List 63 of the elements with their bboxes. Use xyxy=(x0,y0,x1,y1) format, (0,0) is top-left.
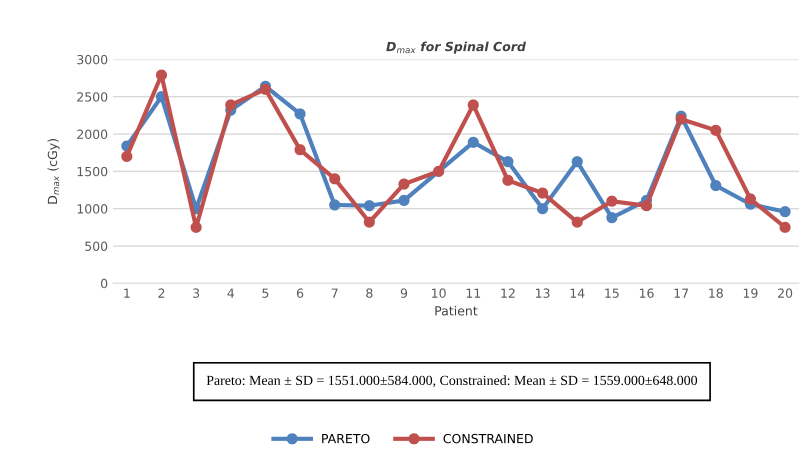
point xyxy=(780,206,791,218)
x-tick-label: 3 xyxy=(193,288,200,298)
point xyxy=(710,180,722,192)
point xyxy=(606,212,618,224)
point xyxy=(676,114,687,125)
y-tick-label: 1000 xyxy=(78,204,108,214)
x-tick-label: 9 xyxy=(400,288,408,298)
point xyxy=(744,193,756,205)
chart-title: D$_{max}$ for Spinal Cord xyxy=(386,42,526,54)
x-tick-label: 14 xyxy=(570,288,584,298)
x-tick-label: 7 xyxy=(332,288,338,298)
legend-label: PARETO xyxy=(322,434,370,444)
point xyxy=(537,187,548,199)
x-tick-label: 1 xyxy=(124,288,130,298)
point xyxy=(260,84,271,95)
x-tick-label: 6 xyxy=(296,288,304,298)
x-tick-label: 5 xyxy=(262,288,268,298)
text: Pareto: Mean ± SD = 1551.000±584.000, Constrained: Mean ± SD = 1559.000±648.000 xyxy=(206,375,698,388)
point xyxy=(329,199,340,211)
point xyxy=(502,174,514,186)
point xyxy=(225,99,236,110)
x-tick-label: 16 xyxy=(640,288,654,298)
point xyxy=(329,173,340,184)
point xyxy=(572,216,583,228)
point xyxy=(364,200,375,212)
x-tick-label: 8 xyxy=(366,288,372,298)
x-tick-label: 13 xyxy=(536,288,550,298)
point xyxy=(640,200,652,212)
point xyxy=(398,178,410,190)
y-tick-label: 1500 xyxy=(78,166,108,176)
x-tick-label: 18 xyxy=(709,288,723,298)
point xyxy=(294,144,306,156)
x-tick-label: 4 xyxy=(227,288,234,298)
y-tick-label: 0 xyxy=(100,278,108,288)
x-tick-label: 19 xyxy=(744,288,758,298)
x-tick-label: 12 xyxy=(501,288,515,298)
x-tick-label: 11 xyxy=(466,288,480,298)
point xyxy=(121,150,132,162)
point xyxy=(468,136,479,148)
x-tick-label: 2 xyxy=(158,288,164,298)
point xyxy=(572,156,583,168)
y-tick-label: 3000 xyxy=(77,54,108,64)
point xyxy=(468,99,479,110)
point xyxy=(294,108,306,120)
y-tick-label: 500 xyxy=(85,241,108,251)
y-axis-title: D$_{max}$ (cGy) xyxy=(48,139,60,204)
point xyxy=(502,156,514,168)
point xyxy=(398,194,410,206)
x-tick-label: 15 xyxy=(605,288,619,298)
y-tick-label: 2000 xyxy=(77,130,108,139)
point xyxy=(606,196,618,207)
x-axis-title: Patient xyxy=(435,306,478,316)
x-tick-label: 17 xyxy=(674,288,688,298)
legend-label: CONSTRAINED xyxy=(443,434,533,444)
point xyxy=(780,222,791,233)
y-tick-label: 2500 xyxy=(77,92,108,102)
x-tick-label: 20 xyxy=(778,288,792,298)
point xyxy=(190,222,202,233)
point xyxy=(364,216,375,228)
point xyxy=(537,203,548,214)
point xyxy=(710,124,722,136)
point xyxy=(156,70,168,81)
x-tick-label: 10 xyxy=(432,288,446,298)
